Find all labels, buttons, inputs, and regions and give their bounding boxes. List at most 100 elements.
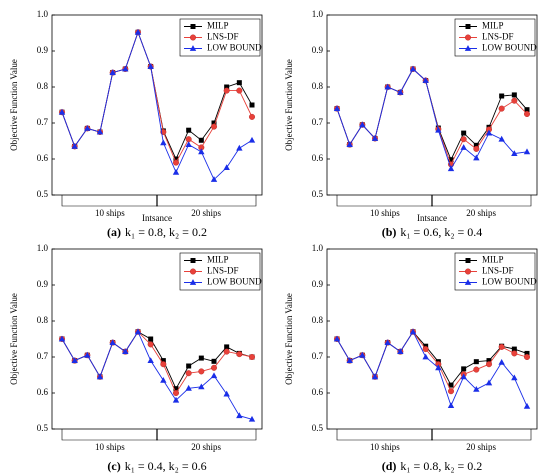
marker xyxy=(198,137,204,143)
marker xyxy=(223,390,230,397)
y-tick-label: 0.7 xyxy=(37,351,49,361)
marker xyxy=(447,165,455,172)
caption-label: (c) xyxy=(107,459,120,473)
marker xyxy=(447,402,455,408)
marker xyxy=(185,136,192,143)
y-axis-label: Objective Function Value xyxy=(9,59,19,151)
legend-label: LNS-DF xyxy=(482,266,514,276)
x-axis-label: Intsance xyxy=(142,213,172,223)
marker xyxy=(473,154,480,161)
group-bracket xyxy=(156,429,257,441)
marker xyxy=(186,127,192,133)
marker xyxy=(486,358,492,364)
marker xyxy=(122,348,129,354)
marker xyxy=(524,110,531,117)
legend-label: LOW BOUND xyxy=(482,43,537,53)
legend-label: LOW BOUND xyxy=(482,277,537,287)
marker xyxy=(248,354,255,361)
y-axis-label: Objective Function Value xyxy=(284,59,294,151)
marker xyxy=(71,143,78,149)
legend-label: LNS-DF xyxy=(207,32,239,42)
marker xyxy=(523,402,531,409)
y-tick-label: 0.6 xyxy=(37,387,49,397)
plot-frame xyxy=(51,14,263,196)
marker xyxy=(160,358,166,364)
marker xyxy=(172,159,179,166)
marker xyxy=(461,366,467,372)
marker xyxy=(185,384,192,391)
marker xyxy=(371,135,379,141)
marker xyxy=(58,108,66,115)
marker xyxy=(473,359,479,365)
marker xyxy=(473,145,480,152)
caption: (a) k₁ = 0.8, k₂ = 0.2 xyxy=(107,225,207,239)
marker xyxy=(223,164,230,171)
marker xyxy=(173,386,179,392)
caption-text: k₁ = 0.8, k₂ = 0.2 xyxy=(125,225,207,239)
series-line xyxy=(336,331,528,386)
marker xyxy=(248,136,256,143)
marker xyxy=(473,386,480,392)
caption-text: k₁ = 0.8, k₂ = 0.2 xyxy=(400,459,482,473)
marker xyxy=(524,354,531,361)
group-label: 10 ships xyxy=(95,442,125,452)
plot-frame xyxy=(326,14,538,196)
legend-marker xyxy=(465,24,471,29)
marker xyxy=(224,84,230,90)
group-bracket xyxy=(431,195,532,207)
marker xyxy=(147,341,154,348)
y-tick-label: 0.9 xyxy=(37,45,49,55)
y-tick-label: 0.8 xyxy=(37,315,49,325)
marker xyxy=(498,135,505,142)
marker xyxy=(346,141,353,147)
marker xyxy=(498,105,505,112)
marker xyxy=(96,128,104,135)
marker xyxy=(511,97,518,104)
group-bracket xyxy=(61,195,158,207)
legend-label: MILP xyxy=(207,21,229,31)
marker xyxy=(236,412,243,419)
marker xyxy=(134,28,142,35)
marker xyxy=(485,129,493,136)
legend-marker xyxy=(189,279,197,285)
y-tick-label: 1.0 xyxy=(37,243,49,253)
marker xyxy=(371,373,379,380)
legend-marker xyxy=(464,279,472,285)
marker xyxy=(384,339,391,345)
legend-marker xyxy=(190,24,196,29)
marker xyxy=(485,379,493,386)
marker xyxy=(185,370,192,377)
marker xyxy=(223,87,230,94)
marker xyxy=(460,136,467,143)
marker xyxy=(172,396,180,403)
marker xyxy=(210,176,218,182)
legend-label: MILP xyxy=(482,255,504,265)
marker xyxy=(511,350,518,357)
y-tick-label: 0.9 xyxy=(312,279,324,289)
legend-marker xyxy=(189,45,197,51)
group-label: 10 ships xyxy=(370,442,400,452)
marker xyxy=(524,107,530,113)
marker xyxy=(172,390,179,397)
marker xyxy=(210,364,217,371)
marker xyxy=(224,344,230,350)
y-tick-label: 0.6 xyxy=(312,153,324,163)
x-axis-label: Intsance xyxy=(417,213,447,223)
legend-marker xyxy=(465,258,471,263)
marker xyxy=(236,87,243,94)
marker xyxy=(71,357,78,363)
legend-marker xyxy=(189,268,196,275)
legend-label: LNS-DF xyxy=(207,266,239,276)
marker xyxy=(422,346,429,353)
group-label: 20 ships xyxy=(466,442,496,452)
series-line xyxy=(61,330,253,420)
marker xyxy=(524,350,530,356)
series-line xyxy=(336,330,528,407)
marker xyxy=(198,148,205,155)
series-line xyxy=(336,68,528,166)
marker xyxy=(448,388,455,395)
legend-label: LOW BOUND xyxy=(207,43,262,53)
legend-label: LNS-DF xyxy=(482,32,514,42)
y-tick-label: 0.9 xyxy=(37,279,49,289)
